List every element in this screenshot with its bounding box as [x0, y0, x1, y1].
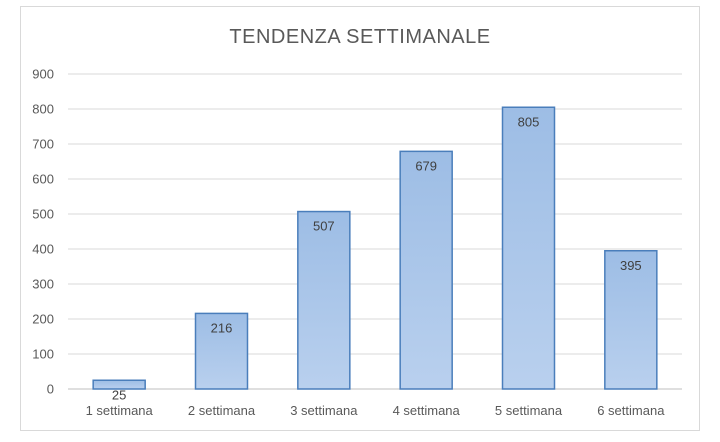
y-tick-label: 500: [32, 207, 54, 222]
data-label-3: 507: [313, 219, 335, 234]
data-label-4: 679: [415, 158, 437, 173]
x-category-label: 3 settimana: [290, 403, 358, 418]
x-category-label: 6 settimana: [597, 403, 665, 418]
y-tick-label: 0: [47, 382, 54, 397]
bar-1: [92, 379, 146, 390]
bar-3: [297, 210, 351, 390]
y-tick-label: 200: [32, 312, 54, 327]
bar-6: [604, 250, 658, 390]
y-tick-label: 700: [32, 137, 54, 152]
y-tick-label: 600: [32, 172, 54, 187]
data-label-5: 805: [518, 114, 540, 129]
data-label-6: 395: [620, 258, 642, 273]
x-category-label: 1 settimana: [86, 403, 154, 418]
x-category-label: 5 settimana: [495, 403, 563, 418]
data-label-2: 216: [211, 320, 233, 335]
y-tick-label: 100: [32, 347, 54, 362]
y-tick-label: 400: [32, 242, 54, 257]
y-tick-label: 300: [32, 277, 54, 292]
data-label-1: 25: [112, 387, 126, 402]
y-tick-label: 800: [32, 102, 54, 117]
x-category-label: 2 settimana: [188, 403, 256, 418]
bar-4: [399, 150, 453, 390]
bar-2: [194, 312, 249, 390]
chart-title: TENDENZA SETTIMANALE: [229, 26, 491, 48]
chart-frame: [20, 6, 700, 431]
bar-5: [501, 106, 556, 390]
y-tick-label: 900: [32, 67, 54, 82]
x-category-label: 4 settimana: [393, 403, 461, 418]
